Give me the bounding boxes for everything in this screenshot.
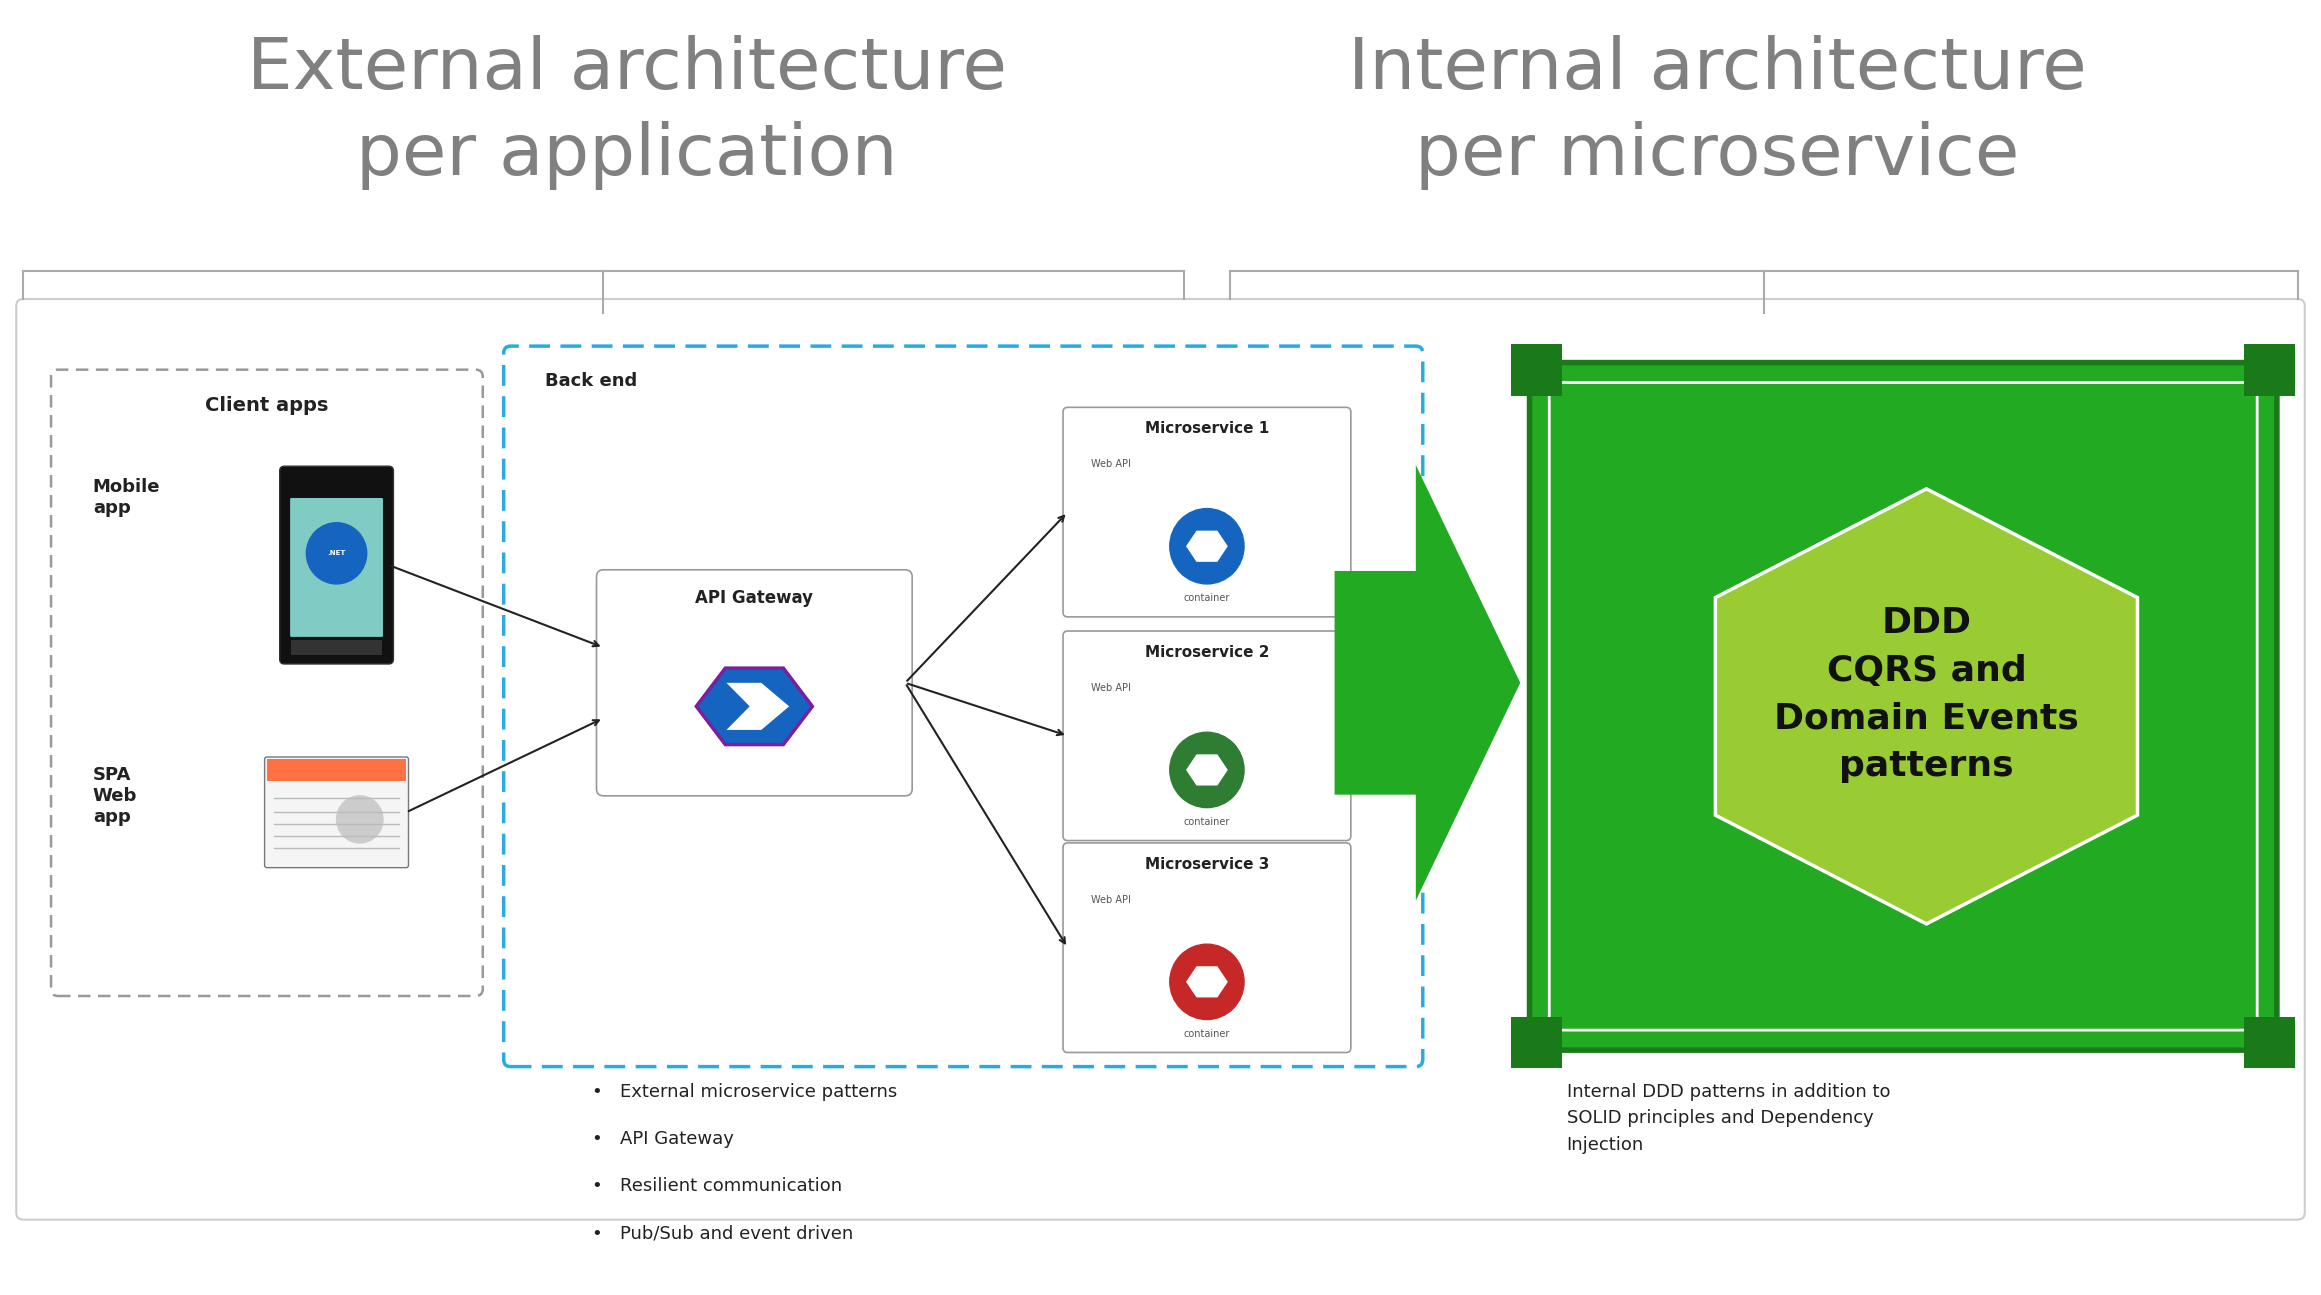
Text: container: container [1184,1028,1230,1039]
Text: container: container [1184,593,1230,603]
Text: container: container [1184,817,1230,826]
Polygon shape [1335,465,1520,900]
FancyBboxPatch shape [292,641,381,654]
Text: External architecture
per application: External architecture per application [246,35,1007,189]
Text: •   Resilient communication: • Resilient communication [592,1177,843,1195]
Circle shape [337,796,383,843]
Text: Internal architecture
per microservice: Internal architecture per microservice [1349,35,2087,189]
Text: Web API: Web API [1091,460,1130,469]
Text: Mobile
app: Mobile app [93,478,160,517]
Text: Back end: Back end [545,372,638,390]
Text: •   Pub/Sub and event driven: • Pub/Sub and event driven [592,1224,854,1242]
FancyBboxPatch shape [596,570,912,796]
FancyBboxPatch shape [1530,363,2277,1050]
Text: SPA
Web
app: SPA Web app [93,767,137,826]
FancyBboxPatch shape [2244,1017,2295,1068]
Polygon shape [1186,754,1228,786]
FancyBboxPatch shape [1511,344,1562,396]
FancyBboxPatch shape [1063,408,1351,616]
Text: Microservice 3: Microservice 3 [1144,857,1270,872]
FancyBboxPatch shape [265,758,408,868]
Polygon shape [1186,966,1228,997]
Polygon shape [1715,488,2138,923]
Text: Microservice 2: Microservice 2 [1144,645,1270,660]
Circle shape [1170,732,1244,808]
Text: Web API: Web API [1091,895,1130,905]
FancyBboxPatch shape [1063,631,1351,840]
Text: .NET: .NET [327,550,346,557]
Circle shape [1170,509,1244,584]
FancyBboxPatch shape [267,759,406,781]
Text: •   API Gateway: • API Gateway [592,1131,733,1149]
Polygon shape [726,682,789,730]
Polygon shape [1186,531,1228,562]
Text: Microservice 1: Microservice 1 [1144,421,1270,436]
Text: Client apps: Client apps [204,395,330,414]
Text: Internal DDD patterns in addition to
SOLID principles and Dependency
Injection: Internal DDD patterns in addition to SOL… [1567,1083,1889,1154]
Text: API Gateway: API Gateway [696,589,812,606]
FancyBboxPatch shape [281,466,395,664]
FancyBboxPatch shape [2244,344,2295,396]
Circle shape [306,523,367,584]
Text: DDD
CQRS and
Domain Events
patterns: DDD CQRS and Domain Events patterns [1773,606,2080,783]
Polygon shape [696,668,812,745]
Circle shape [1170,944,1244,1019]
Text: Web API: Web API [1091,682,1130,693]
FancyBboxPatch shape [290,499,383,637]
FancyBboxPatch shape [1063,843,1351,1053]
Text: •   External microservice patterns: • External microservice patterns [592,1083,898,1101]
FancyBboxPatch shape [1511,1017,1562,1068]
